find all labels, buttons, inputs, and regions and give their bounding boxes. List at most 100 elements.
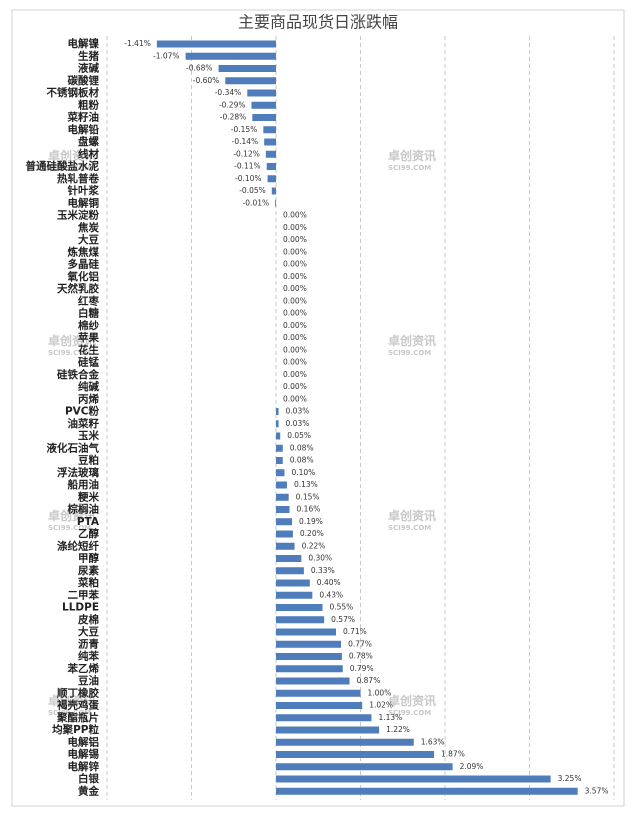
y-category-label: 普通硅酸盐水泥	[26, 160, 100, 173]
bar	[276, 689, 361, 697]
y-category-label: 苯乙烯	[67, 662, 100, 675]
bar	[276, 420, 279, 428]
value-label: -0.15%	[231, 125, 258, 134]
y-category-label: 聚酯瓶片	[56, 711, 99, 724]
y-category-label: 浮法玻璃	[57, 466, 99, 479]
bar	[276, 738, 414, 746]
y-category-label: 氧化铝	[67, 270, 100, 283]
y-category-label: 线材	[78, 147, 99, 160]
value-label: 0.08%	[290, 443, 314, 452]
y-category-label: 黄金	[78, 784, 99, 797]
value-label: -1.41%	[124, 39, 151, 48]
watermark-name: 卓创资讯	[48, 148, 96, 163]
bar	[276, 530, 293, 538]
watermark-name: 卓创资讯	[388, 148, 436, 163]
value-label: 1.00%	[368, 688, 392, 697]
value-label: 0.43%	[319, 590, 343, 599]
y-category-label: 生猪	[78, 49, 99, 62]
value-label: 1.22%	[386, 725, 410, 734]
bar	[276, 702, 363, 709]
y-category-label: 油菜籽	[68, 417, 100, 430]
y-category-label: LLDPE	[62, 602, 99, 614]
watermark-name: 卓创资讯	[388, 693, 436, 708]
bar	[276, 579, 310, 587]
y-category-label: 玉米淀粉	[57, 209, 99, 222]
value-label: -0.12%	[233, 149, 260, 158]
value-label: 0.77%	[348, 639, 372, 648]
y-category-label: 豆油	[78, 674, 99, 687]
y-category-label: 电解铅	[68, 123, 100, 136]
bar	[276, 677, 350, 685]
bar	[276, 653, 342, 660]
bar	[276, 787, 578, 795]
y-category-label: 乙醇	[78, 527, 99, 540]
y-category-label: 纯苯	[78, 650, 99, 663]
bar	[276, 493, 289, 501]
bar	[276, 604, 323, 611]
y-category-label: 涤纶短纤	[57, 539, 99, 552]
y-category-label: 天然乳胶	[57, 282, 99, 295]
watermark-url: SCI99.COM	[48, 164, 91, 172]
bar	[276, 432, 281, 440]
bar	[276, 518, 293, 526]
value-label: 1.87%	[441, 750, 465, 759]
bar	[185, 52, 276, 60]
value-label: 3.57%	[585, 786, 609, 795]
y-category-label: 碳酸锂	[68, 74, 100, 87]
y-category-label: 液碱	[78, 62, 99, 75]
y-category-label: 棕榈油	[67, 503, 100, 516]
bar	[276, 469, 285, 477]
y-category-label: 硅锰	[78, 356, 99, 369]
y-category-label: 皮棉	[77, 613, 99, 626]
value-label: 0.40%	[317, 578, 341, 587]
y-category-label: 大豆	[78, 625, 99, 638]
bar	[225, 77, 276, 85]
value-label: 0.55%	[329, 603, 353, 612]
value-label: 0.00%	[283, 309, 307, 318]
bar	[276, 714, 372, 722]
y-category-label: 电解镍	[68, 37, 100, 50]
y-category-label: PTA	[77, 516, 100, 528]
y-category-label: 针叶浆	[67, 184, 100, 197]
value-label: -0.68%	[186, 64, 213, 73]
y-category-label: 尿素	[78, 564, 99, 577]
bar	[276, 665, 343, 673]
y-category-label: 纯碱	[78, 380, 99, 393]
y-category-label: 焦炭	[77, 221, 99, 234]
value-label: 0.00%	[283, 223, 307, 232]
watermark-name: 卓创资讯	[48, 693, 96, 708]
y-category-label: 红枣	[78, 294, 99, 307]
y-category-label: 硅铁合金	[57, 368, 99, 381]
value-label: 0.30%	[308, 554, 332, 563]
value-label: -0.29%	[219, 100, 246, 109]
bar	[276, 640, 342, 648]
watermark-url: SCI99.COM	[388, 524, 431, 532]
value-label: 0.20%	[300, 529, 324, 538]
y-category-label: 炼焦煤	[68, 245, 100, 258]
bar	[276, 628, 336, 636]
value-label: -0.14%	[232, 137, 259, 146]
watermark-name: 卓创资讯	[48, 333, 96, 348]
y-category-label: 电解铜	[68, 196, 100, 209]
value-label: 0.00%	[283, 272, 307, 281]
value-label: -0.05%	[239, 186, 266, 195]
value-label: 0.00%	[283, 370, 307, 379]
y-category-label: 白银	[78, 772, 99, 785]
value-label: 0.00%	[283, 382, 307, 391]
y-category-label: 电解锌	[68, 760, 100, 773]
bar	[276, 775, 551, 783]
bar	[276, 616, 325, 624]
value-label: 0.00%	[283, 321, 307, 330]
bar	[265, 150, 276, 158]
y-category-label: 褐壳鸡蛋	[56, 699, 99, 712]
value-label: 0.79%	[350, 664, 374, 673]
bar	[276, 481, 287, 489]
value-label: -0.11%	[234, 162, 261, 171]
value-label: -1.07%	[153, 51, 180, 60]
watermark-url: SCI99.COM	[48, 349, 91, 357]
watermark-url: SCI99.COM	[388, 709, 431, 717]
value-label: 1.63%	[421, 737, 445, 746]
bar	[276, 751, 435, 758]
